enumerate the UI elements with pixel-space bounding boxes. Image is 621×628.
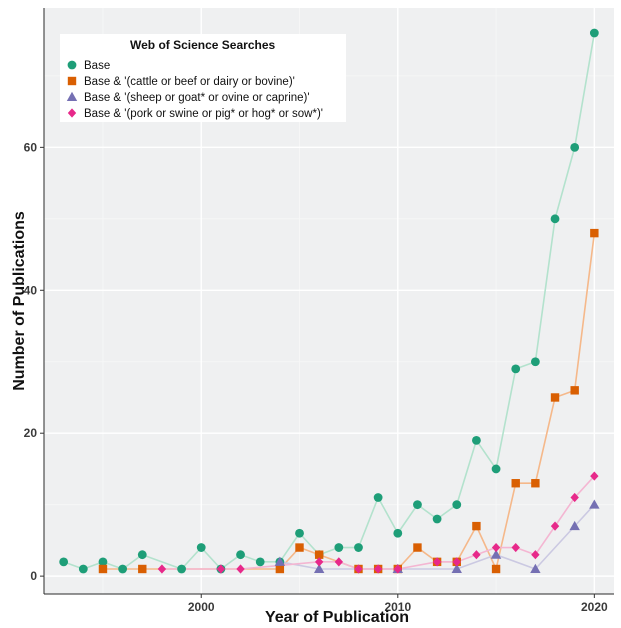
data-point-series-0 [373, 493, 383, 502]
x-tick-label: 2010 [384, 600, 411, 614]
data-point-series-1 [98, 564, 108, 574]
data-point-series-0 [354, 543, 363, 552]
data-point-series-2 [313, 563, 325, 573]
data-point-series-0 [236, 550, 245, 560]
y-tick-label: 40 [24, 283, 38, 297]
data-point-series-3 [550, 521, 560, 531]
data-point-series-2 [589, 499, 600, 509]
data-point-series-0 [570, 142, 580, 152]
data-point-series-0 [589, 28, 599, 38]
data-point-series-0 [78, 564, 88, 574]
data-point-series-3 [452, 557, 461, 567]
series-markers [59, 28, 600, 574]
legend-label-series-1: Base & '(cattle or beef or dairy or bovi… [84, 76, 295, 88]
data-point-series-3 [216, 564, 226, 574]
data-point-series-0 [295, 528, 304, 538]
data-point-series-0 [452, 500, 462, 510]
data-point-series-3 [570, 492, 579, 503]
data-point-series-3 [314, 557, 324, 567]
y-tick-label: 0 [30, 569, 37, 583]
data-point-series-0 [550, 214, 560, 224]
y-tick-label: 60 [24, 140, 38, 154]
data-point-series-3 [236, 564, 245, 574]
data-point-series-1 [491, 564, 501, 574]
data-point-series-0 [491, 464, 501, 474]
data-point-series-0 [413, 500, 422, 510]
data-point-series-0 [472, 435, 481, 445]
legend-title: Web of Science Searches [130, 38, 276, 52]
data-point-series-3 [432, 557, 442, 567]
legend-key-series-3 [67, 108, 77, 118]
data-point-series-0 [255, 557, 265, 567]
data-point-series-1 [531, 479, 540, 488]
data-point-series-0 [59, 557, 69, 567]
data-point-series-2 [530, 563, 541, 573]
y-tick-label: 20 [24, 426, 38, 440]
data-point-series-3 [590, 471, 599, 481]
data-point-series-2 [569, 520, 580, 531]
data-point-series-3 [531, 550, 540, 560]
legend-key-series-1 [67, 76, 77, 86]
data-point-series-0 [98, 557, 108, 567]
data-point-series-3 [334, 557, 344, 567]
data-point-series-3 [491, 542, 501, 553]
data-point-series-0 [196, 543, 206, 552]
series-line-2 [279, 504, 595, 570]
data-point-series-1 [138, 564, 147, 574]
data-point-series-0 [530, 357, 540, 367]
data-point-series-1 [590, 228, 599, 238]
data-point-series-3 [157, 564, 167, 574]
data-point-series-3 [393, 564, 402, 574]
data-point-series-1 [550, 393, 560, 402]
data-point-series-2 [490, 549, 502, 559]
data-point-series-0 [118, 564, 128, 574]
x-tick-label: 2000 [188, 600, 215, 614]
data-point-series-0 [137, 550, 147, 560]
data-point-series-1 [275, 564, 285, 574]
data-point-series-1 [511, 479, 520, 488]
data-point-series-2 [274, 556, 286, 566]
y-axis-title: Number of Publications [11, 211, 28, 391]
legend-box [60, 34, 346, 122]
data-point-series-0 [432, 514, 442, 524]
data-point-series-1 [413, 543, 422, 552]
data-point-series-0 [393, 528, 403, 538]
legend-key-series-0 [67, 60, 77, 70]
data-point-series-1 [570, 386, 579, 395]
legend-label-series-0: Base [84, 60, 110, 72]
axis-ticks: 2000 2010 2020 0 20 40 60 [24, 140, 608, 614]
x-tick-label: 2020 [581, 600, 608, 614]
data-point-series-3 [472, 550, 481, 560]
data-point-series-0 [511, 364, 521, 374]
data-point-series-0 [334, 543, 344, 552]
data-point-series-1 [314, 550, 324, 559]
legend: Web of Science Searches Base Base & '(cat… [60, 34, 346, 122]
legend-label-series-2: Base & '(sheep or goat* or ovine or capr… [84, 92, 310, 104]
legend-key-series-2 [66, 91, 78, 101]
legend-label-series-3: Base & '(pork or swine or pig* or hog* o… [84, 108, 323, 120]
data-point-series-2 [451, 563, 462, 573]
data-point-series-3 [373, 564, 383, 574]
data-point-series-1 [295, 543, 304, 552]
data-point-series-3 [511, 542, 520, 553]
data-point-series-1 [472, 521, 481, 531]
x-axis-title: Year of Publication [265, 609, 409, 626]
data-point-series-0 [177, 564, 186, 574]
data-point-series-3 [354, 564, 363, 574]
